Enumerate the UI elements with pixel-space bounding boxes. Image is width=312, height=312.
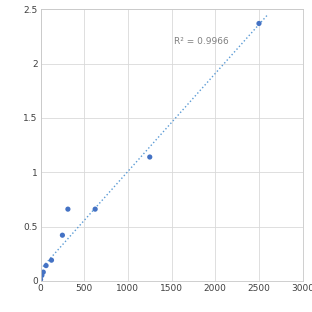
Point — [66, 207, 71, 212]
Point — [38, 277, 43, 282]
Point — [49, 258, 54, 263]
Point — [60, 233, 65, 238]
Point — [41, 270, 46, 275]
Point — [256, 21, 261, 26]
Point — [147, 154, 152, 159]
Point — [44, 263, 49, 268]
Point — [93, 207, 98, 212]
Text: R² = 0.9966: R² = 0.9966 — [174, 37, 229, 46]
Point — [39, 273, 44, 278]
